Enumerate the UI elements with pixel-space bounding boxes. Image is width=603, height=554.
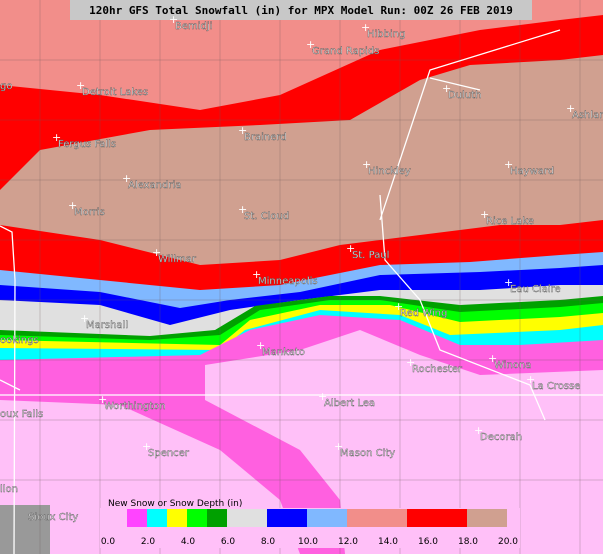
legend-title: New Snow or Snow Depth (in)	[108, 499, 242, 509]
city-label: Ashland	[572, 110, 603, 121]
city-marker: +	[256, 339, 265, 352]
city-label: oux Falls	[0, 409, 43, 420]
legend: 0.0 2.0 4.0 6.0 8.0 10.0 12.0 14.0 16.0 18.0 20.0	[100, 508, 520, 548]
title-box	[70, 0, 532, 20]
city-label: Hayward	[510, 166, 554, 177]
state-borders	[0, 29, 603, 554]
city-marker: +	[406, 356, 415, 369]
legend-swatch	[347, 509, 407, 527]
city-marker: +	[52, 131, 61, 144]
city-marker: +	[169, 13, 178, 26]
city-marker: +	[238, 124, 247, 137]
city-label: Morris	[74, 207, 105, 218]
city-marker: +	[566, 102, 575, 115]
city-label: Mason City	[340, 448, 395, 459]
legend-tick: 16.0	[418, 537, 438, 547]
city-label: Hinckley	[368, 166, 411, 177]
city-marker: +	[76, 79, 85, 92]
legend-tick: 6.0	[221, 537, 236, 547]
city-label: Mankato	[262, 347, 305, 358]
city-label: llon	[0, 484, 18, 495]
legend-swatch	[307, 509, 347, 527]
city-marker: +	[361, 21, 370, 34]
city-marker: +	[68, 199, 77, 212]
legend-swatch	[147, 509, 167, 527]
city-label: Decorah	[480, 432, 522, 443]
city-marker: +	[318, 390, 327, 403]
band-palepink	[205, 330, 603, 554]
legend-tick: 18.0	[458, 537, 478, 547]
city-marker: +	[98, 393, 107, 406]
city-marker: +	[80, 312, 89, 325]
legend-swatch	[187, 509, 207, 527]
city-label: St. Paul	[352, 250, 389, 261]
city-labels: +Bemidji +Hibbing+Grand Rapids+Detroit La…	[0, 13, 603, 523]
legend-swatch	[267, 509, 307, 527]
city-label: Albert Lea	[324, 398, 375, 409]
city-marker: +	[394, 300, 403, 313]
city-marker: +	[488, 352, 497, 365]
city-label: Worthington	[104, 401, 166, 412]
city-label: Winona	[494, 360, 531, 371]
city-label: Hibbing	[367, 29, 405, 40]
legend-tick: 8.0	[261, 537, 276, 547]
city-marker: +	[142, 440, 151, 453]
city-label: Willmar	[158, 254, 197, 265]
legend-swatch	[467, 509, 507, 527]
legend-swatch	[127, 509, 147, 527]
city-marker: +	[122, 172, 131, 185]
city-label: Duluth	[448, 90, 481, 101]
city-marker: +	[526, 373, 535, 386]
city-marker: +	[504, 276, 513, 289]
legend-tick: 4.0	[181, 537, 196, 547]
city-label: Eau Claire	[510, 284, 561, 295]
city-marker: +	[474, 424, 483, 437]
legend-tick: 0.0	[101, 537, 116, 547]
legend-swatch	[207, 509, 227, 527]
map-title: 120hr GFS Total Snowfall (in) for MPX Mo…	[89, 4, 513, 17]
legend-tick: 10.0	[298, 537, 318, 547]
city-label: Detroit Lakes	[82, 87, 148, 98]
city-label: Rochester	[412, 364, 463, 375]
legend-tick: 14.0	[378, 537, 398, 547]
city-marker: +	[504, 158, 513, 171]
city-label: La Crosse	[532, 381, 580, 392]
city-label: Alexandria	[128, 180, 181, 191]
city-label: Sioux City	[28, 512, 78, 523]
legend-tick: 20.0	[498, 537, 518, 547]
city-marker: +	[480, 208, 489, 221]
legend-swatch	[407, 509, 467, 527]
city-label: St. Cloud	[244, 211, 289, 222]
city-label: ookings	[0, 335, 39, 346]
city-marker: +	[238, 203, 247, 216]
city-marker: +	[346, 242, 355, 255]
city-marker: +	[362, 158, 371, 171]
city-label: Red Wing	[400, 308, 447, 319]
city-label: Spencer	[148, 448, 190, 459]
city-marker: +	[252, 268, 261, 281]
city-marker: +	[306, 38, 315, 51]
legend-swatch	[227, 509, 267, 527]
legend-tick: 2.0	[141, 537, 156, 547]
city-label: Minneapolis	[258, 276, 318, 287]
city-label: Rice Lake	[486, 216, 534, 227]
legend-tick: 12.0	[338, 537, 358, 547]
no-data	[0, 505, 50, 554]
city-label: Fergus Falls	[58, 139, 116, 150]
city-label: Marshall	[86, 320, 128, 331]
city-label: go	[0, 81, 12, 92]
city-label: Brainerd	[244, 132, 287, 143]
legend-swatch	[167, 509, 187, 527]
city-label: Grand Rapids	[312, 46, 379, 57]
city-label: Bemidji	[175, 21, 212, 32]
city-marker: +	[152, 246, 161, 259]
city-marker: +	[334, 440, 343, 453]
city-marker: +	[442, 82, 451, 95]
